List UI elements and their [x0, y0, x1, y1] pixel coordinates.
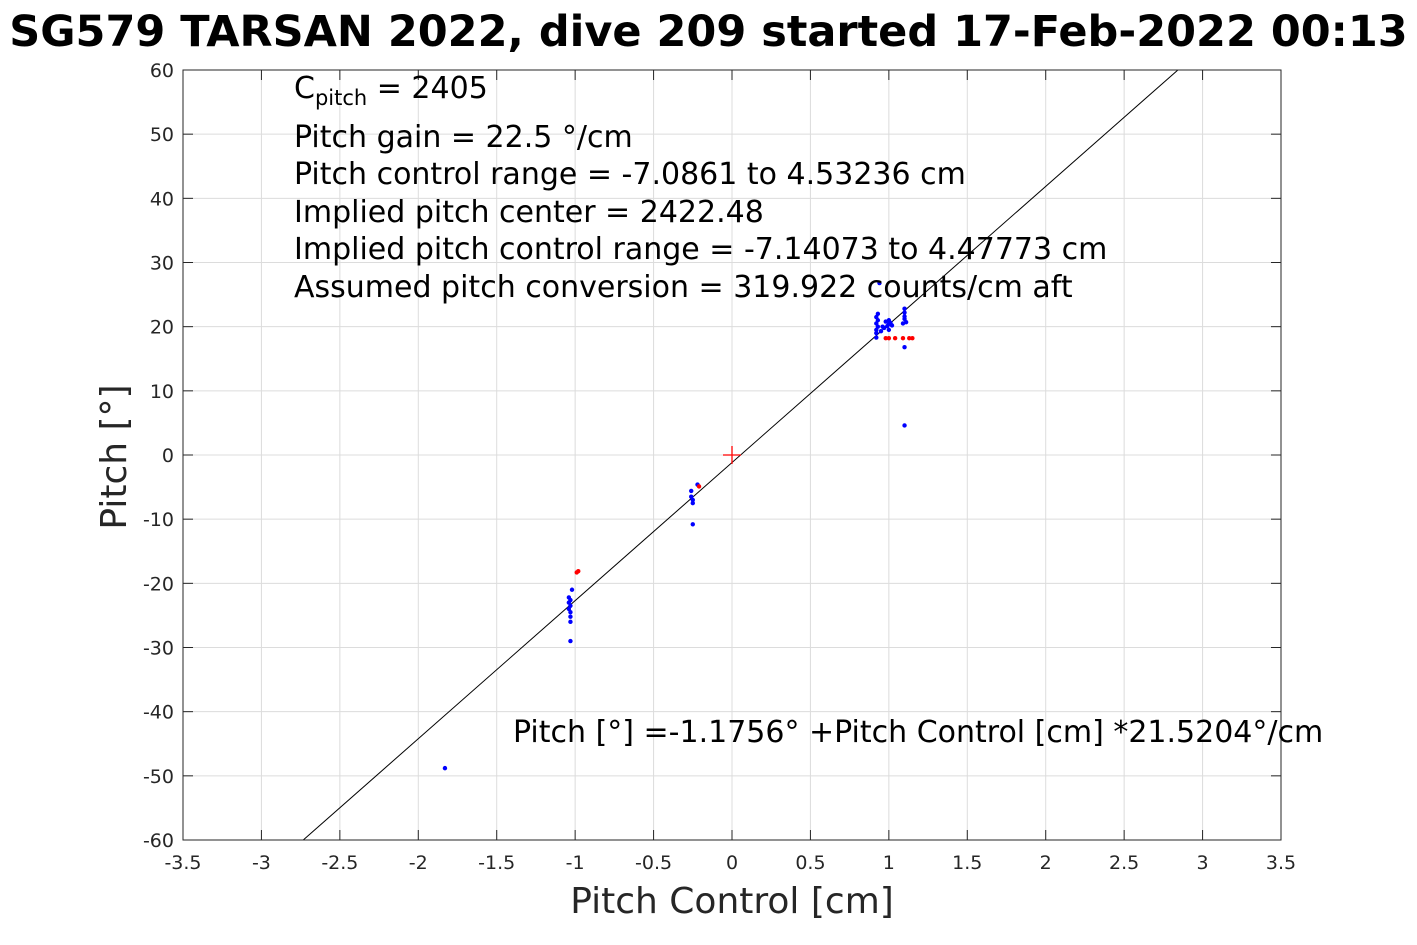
blue-data-point: [690, 500, 695, 506]
blue-data-point: [902, 423, 907, 428]
blue-data-point: [880, 324, 885, 329]
x-tick-label: -3.5: [164, 852, 201, 874]
blue-data-point: [875, 311, 881, 317]
red-data-point: [907, 336, 912, 341]
y-tick-label: 60: [150, 60, 174, 82]
blue-data-point: [902, 306, 907, 311]
blue-data-point: [568, 614, 573, 619]
y-tick-label: 10: [150, 381, 174, 403]
x-tick-label: 3: [1197, 852, 1209, 874]
x-tick-label: -1: [566, 852, 585, 874]
implied-pitch-control-range-annotation: Implied pitch control range = -7.14073 t…: [294, 232, 1108, 267]
blue-data-point: [442, 765, 448, 771]
blue-data-point: [568, 638, 573, 644]
y-tick-label: -40: [143, 702, 174, 724]
y-tick-label: -20: [143, 573, 174, 595]
y-tick-label: -10: [143, 509, 174, 531]
x-tick-label: -2: [409, 852, 428, 874]
blue-data-point: [690, 522, 695, 527]
red-data-point: [883, 336, 888, 341]
y-tick-label: -50: [143, 766, 174, 788]
blue-data-point: [886, 327, 892, 333]
blue-data-point: [902, 310, 907, 315]
c-pitch-prefix: C: [294, 71, 315, 106]
x-tick-label: -0.5: [635, 852, 672, 874]
y-tick-label: 40: [150, 188, 174, 210]
y-tick-label: -60: [143, 830, 174, 852]
blue-data-point: [689, 494, 694, 499]
c-pitch-subscript: pitch: [314, 86, 368, 110]
x-tick-label: 0.5: [795, 852, 825, 874]
y-tick-label: -30: [143, 638, 174, 660]
blue-data-point: [886, 318, 892, 323]
x-axis-label: Pitch Control [cm]: [570, 881, 894, 922]
blue-data-point: [902, 345, 907, 350]
data-points: [442, 280, 915, 771]
x-tick-label: 0: [726, 852, 738, 874]
blue-data-point: [889, 323, 895, 328]
x-tick-label: -1.5: [478, 852, 515, 874]
y-tick-label: 20: [150, 317, 174, 339]
c-pitch-value: = 2405: [367, 71, 488, 106]
blue-data-point: [874, 330, 879, 336]
blue-data-point: [900, 321, 906, 326]
assumed-pitch-conversion-annotation: Assumed pitch conversion = 319.922 count…: [294, 270, 1073, 305]
x-tick-label: -2.5: [321, 852, 358, 874]
blue-data-point: [689, 488, 694, 494]
x-tick-label: 2: [1040, 852, 1052, 874]
x-tick-label: 2.5: [1109, 852, 1139, 874]
red-data-point: [900, 336, 906, 341]
blue-data-point: [874, 335, 879, 340]
red-data-point: [892, 336, 898, 341]
red-data-point: [696, 484, 702, 489]
red-data-point: [910, 336, 915, 341]
blue-data-point: [566, 595, 572, 600]
origin-marker-layer: [723, 446, 741, 464]
y-tick-label: 50: [150, 124, 174, 146]
x-tick-label: 1.5: [952, 852, 982, 874]
blue-data-point: [878, 328, 884, 334]
fit-equation-annotation: Pitch [°] =-1.1756° +Pitch Control [cm] …: [513, 715, 1324, 750]
blue-data-point: [877, 280, 882, 286]
x-tick-label: -3: [252, 852, 271, 874]
blue-data-point: [568, 619, 573, 625]
y-axis-label: Pitch [°]: [94, 384, 135, 529]
c-pitch-annotation: Cpitch = 2405: [294, 70, 488, 117]
x-tick-label: 1: [883, 852, 895, 874]
blue-data-point: [569, 587, 575, 592]
implied-pitch-center-annotation: Implied pitch center = 2422.48: [294, 195, 764, 230]
chart-title: SG579 TARSAN 2022, dive 209 started 17-F…: [9, 7, 1408, 57]
pitch-control-range-annotation: Pitch control range = -7.0861 to 4.53236…: [294, 157, 966, 192]
y-tick-label: 30: [150, 253, 174, 275]
axis-ticks: -3.5 -3 -2.5 -2 -1.5 -1 -0.5 0 0.5 1 1.5 2 2.5 3 3.5 -6…: [143, 60, 1296, 874]
red-data-point: [576, 568, 581, 574]
pitch-gain-annotation: Pitch gain = 22.5 °/cm: [294, 120, 633, 155]
red-data-point: [886, 336, 892, 341]
x-tick-label: 3.5: [1266, 852, 1296, 874]
y-tick-label: 0: [162, 445, 174, 467]
